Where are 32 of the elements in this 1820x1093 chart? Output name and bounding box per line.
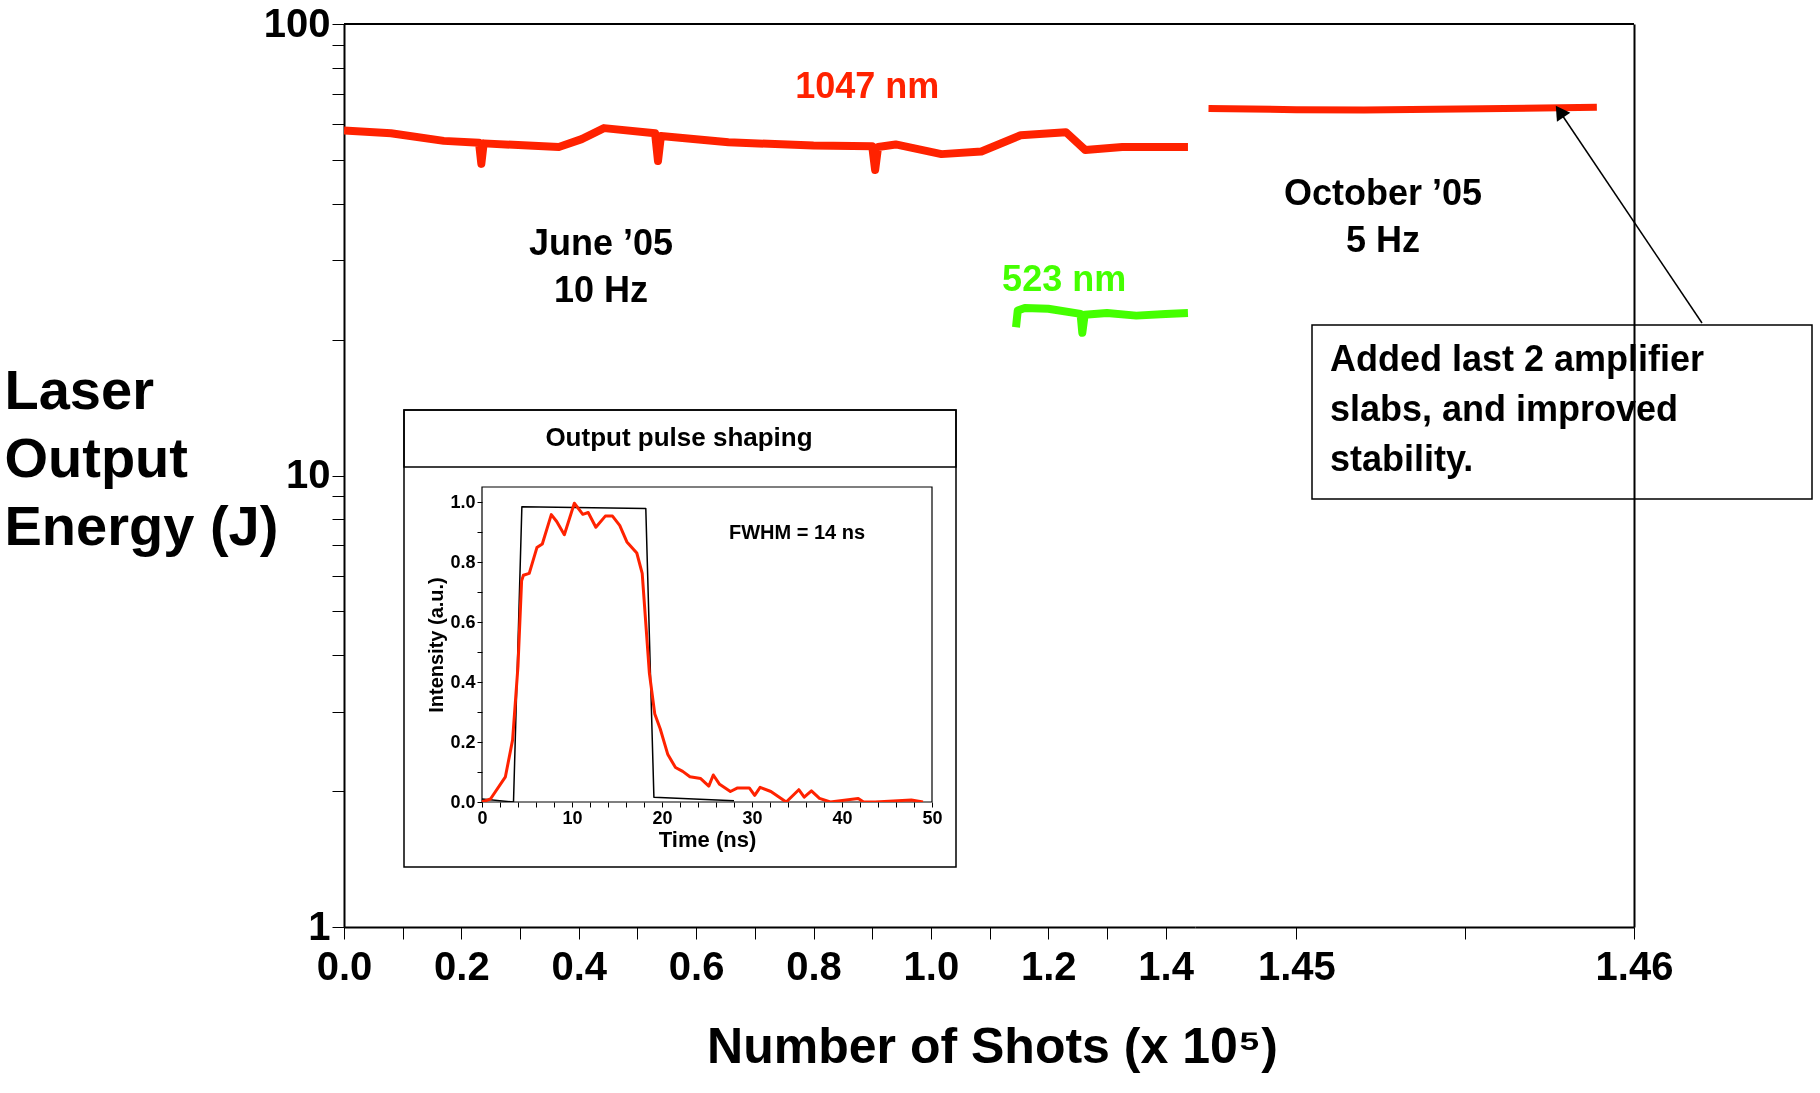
x-tick-label: 50 [922, 807, 943, 828]
annotation: October ’05 5 Hz [1283, 172, 1483, 260]
y-tick-label: 0.2 [450, 731, 476, 752]
x-tick-label: 40 [832, 807, 853, 828]
x-tick-label: 1.0 [903, 943, 960, 988]
x-tick-label: 0.6 [668, 943, 725, 988]
x-tick-label: 1.46 [1595, 943, 1674, 988]
x-tick-label: 1.45 [1257, 943, 1336, 988]
y-tick-label: 10 [286, 452, 331, 496]
annotation: FWHM = 14 ns [728, 521, 866, 543]
series-label: 523 nm [1002, 257, 1127, 299]
y-tick-label: 0.6 [450, 611, 476, 632]
annotation: June ’05 10 Hz [528, 222, 674, 310]
x-tick-label: 0 [477, 807, 488, 828]
x-tick-label: 1.4 [1138, 943, 1195, 988]
x-tick-label: 0.4 [551, 943, 608, 988]
y-tick-label: 0.8 [450, 551, 476, 572]
y-tick-label: 0.4 [450, 671, 476, 692]
y-axis-title: Intensity (a.u.) [425, 577, 448, 713]
x-tick-label: 1.2 [1020, 943, 1077, 988]
x-tick-label: 30 [742, 807, 763, 828]
x-tick-label: 20 [652, 807, 673, 828]
y-tick-label: 1.0 [450, 491, 476, 512]
y-tick-label: 0.0 [450, 791, 476, 812]
x-tick-label: 10 [562, 807, 583, 828]
y-axis-title: Laser Output Energy (J) [4, 357, 279, 557]
x-axis-title: Time (ns) [658, 826, 757, 852]
series-label: 1047 nm [795, 65, 940, 107]
chart-title: Output pulse shaping [545, 422, 813, 452]
x-axis-title: Number of Shots (x 10⁵) [707, 1017, 1278, 1074]
x-tick-label: 0.8 [786, 943, 842, 988]
y-tick-label: 100 [263, 0, 331, 45]
